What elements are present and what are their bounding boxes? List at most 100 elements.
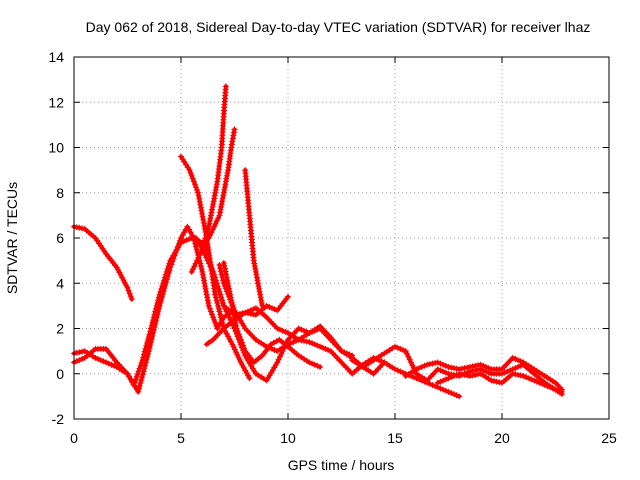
data-point	[186, 236, 192, 243]
data-point	[234, 328, 241, 335]
data-point	[188, 268, 195, 275]
data-point	[157, 288, 164, 295]
data-point	[152, 308, 159, 315]
x-axis-title: GPS time / hours	[288, 457, 395, 473]
data-point	[442, 362, 449, 369]
data-point	[217, 291, 224, 298]
data-point	[458, 371, 465, 378]
data-point	[194, 186, 201, 193]
data-point	[226, 288, 233, 295]
data-point	[448, 364, 455, 371]
data-point	[120, 277, 127, 284]
data-point	[437, 378, 444, 385]
data-point	[445, 375, 452, 382]
data-point	[236, 334, 243, 340]
chart-title: Day 062 of 2018, Sidereal Day-to-day VTE…	[86, 19, 591, 35]
data-point	[190, 178, 197, 185]
data-point	[161, 277, 168, 284]
data-point	[142, 345, 149, 352]
data-point	[224, 280, 231, 286]
data-point	[450, 391, 457, 398]
data-point	[76, 224, 83, 231]
data-point	[209, 311, 215, 318]
axis-ticks: 0 5 10 15 20 25 -2 0 2 4 6 8 10 12 14	[48, 49, 617, 446]
data-point	[558, 391, 565, 398]
data-point	[309, 340, 316, 347]
data-point	[195, 254, 202, 261]
data-point	[515, 364, 521, 370]
data-point	[141, 351, 147, 358]
series-arc-f	[205, 126, 238, 241]
data-point	[160, 280, 167, 287]
data-point	[416, 365, 423, 372]
data-point	[209, 206, 215, 213]
data-point	[255, 280, 261, 287]
data-point	[136, 385, 142, 392]
data-point	[434, 359, 441, 366]
data-point	[231, 126, 238, 133]
data-point	[163, 268, 170, 275]
data-point	[298, 326, 305, 333]
data-point	[216, 262, 223, 269]
data-point	[256, 288, 263, 295]
data-point	[295, 336, 302, 343]
data-point	[191, 263, 198, 270]
data-point	[228, 141, 235, 148]
data-point	[253, 271, 260, 278]
data-point	[222, 265, 228, 272]
data-point	[319, 344, 326, 351]
data-point	[202, 252, 209, 258]
data-point	[191, 181, 198, 188]
data-point	[197, 201, 204, 208]
data-point	[213, 280, 220, 287]
data-point	[221, 186, 228, 193]
series-arc-a	[71, 223, 135, 303]
data-point	[279, 327, 286, 334]
y-tick-label: 14	[48, 49, 64, 65]
data-point	[137, 362, 144, 369]
data-point	[200, 219, 207, 226]
series-line	[243, 168, 265, 308]
data-point	[392, 366, 398, 373]
x-tick-label: 20	[494, 430, 510, 446]
data-point	[437, 385, 444, 392]
data-point	[117, 272, 124, 278]
data-point	[234, 351, 241, 358]
data-point	[73, 358, 80, 365]
data-point	[213, 218, 220, 224]
data-point	[225, 333, 232, 340]
data-point	[108, 361, 115, 368]
data-point	[271, 306, 278, 313]
data-point	[222, 83, 229, 90]
data-point	[378, 358, 385, 365]
data-point	[92, 354, 99, 361]
data-point	[477, 361, 484, 368]
data-point	[103, 359, 110, 366]
data-point	[223, 274, 230, 281]
y-tick-label: 10	[48, 140, 64, 156]
data-point	[242, 309, 249, 316]
data-point	[151, 311, 158, 318]
data-point	[245, 372, 252, 379]
data-point	[440, 368, 447, 375]
data-point	[113, 264, 120, 271]
data-point	[215, 305, 222, 312]
data-point	[480, 362, 487, 369]
data-point	[442, 376, 449, 383]
data-point	[303, 338, 310, 345]
data-point	[204, 294, 211, 301]
data-point	[434, 379, 441, 386]
data-point	[233, 325, 240, 332]
data-point	[450, 365, 457, 372]
data-point	[309, 360, 316, 367]
data-point	[314, 342, 321, 349]
data-point	[95, 356, 102, 362]
data-point	[233, 349, 239, 356]
data-point	[199, 271, 206, 278]
data-point	[141, 348, 148, 355]
data-point	[193, 246, 200, 253]
data-point	[458, 365, 465, 372]
data-point	[134, 371, 141, 377]
data-point	[125, 287, 132, 294]
data-point	[410, 374, 417, 381]
